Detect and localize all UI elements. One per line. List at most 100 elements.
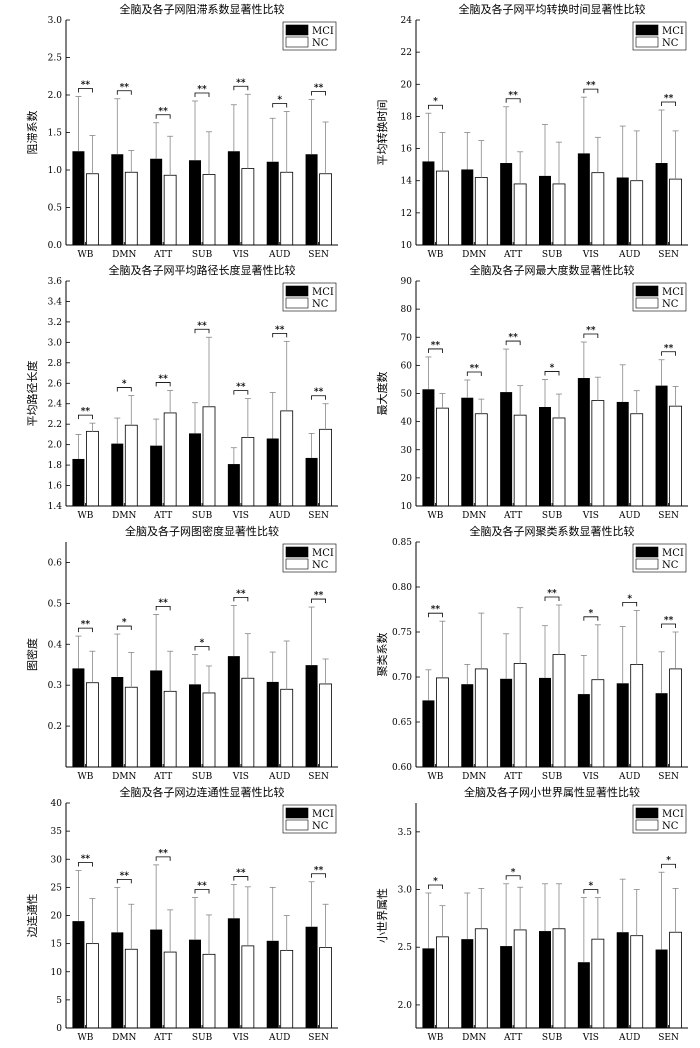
significance-marker: ** bbox=[197, 321, 207, 331]
bar-mci bbox=[150, 158, 163, 245]
x-tick-label: VIS bbox=[232, 1033, 249, 1043]
bar-nc bbox=[202, 406, 216, 507]
bar-mci bbox=[189, 684, 201, 767]
significance-bracket bbox=[583, 88, 599, 94]
significance-marker: * bbox=[277, 96, 282, 106]
y-tick-label: 3.0 bbox=[398, 886, 413, 896]
legend-label-mci: MCI bbox=[662, 287, 684, 298]
significance-bracket bbox=[311, 395, 326, 400]
x-tick-label: SEN bbox=[308, 511, 329, 521]
bar-nc bbox=[513, 663, 527, 768]
bar-mci bbox=[616, 401, 629, 506]
significance-marker: * bbox=[627, 594, 632, 604]
y-tick-label: 12 bbox=[401, 209, 412, 219]
y-tick-label: 1.5 bbox=[48, 129, 63, 139]
legend-label-mci: MCI bbox=[312, 26, 334, 37]
chart-title: 全脑及各子网边连通性显著性比较 bbox=[120, 785, 285, 799]
y-axis-label: 最大度数 bbox=[375, 372, 389, 416]
y-tick-label: 0.3 bbox=[48, 681, 63, 691]
significance-bracket bbox=[78, 414, 93, 420]
legend-label-nc: NC bbox=[662, 560, 679, 571]
y-tick-label: 0.70 bbox=[392, 673, 412, 683]
significance-marker: ** bbox=[236, 869, 246, 879]
legend-swatch-mci bbox=[635, 24, 659, 36]
chart-title: 全脑及各子网最大度数显著性比较 bbox=[470, 263, 635, 277]
significance-bracket bbox=[78, 88, 93, 93]
y-tick-label: 18 bbox=[401, 112, 413, 122]
bar-nc bbox=[202, 174, 216, 246]
significance-bracket bbox=[78, 627, 93, 633]
bar-mci bbox=[500, 163, 513, 245]
bar-mci bbox=[500, 946, 513, 1028]
y-tick-label: 0.4 bbox=[48, 640, 63, 650]
y-tick-label: 0.2 bbox=[48, 722, 62, 732]
legend-swatch-nc bbox=[285, 297, 309, 309]
significance-marker: ** bbox=[314, 84, 324, 94]
bar-nc bbox=[436, 677, 449, 768]
y-tick-label: 2.5 bbox=[398, 943, 413, 953]
y-tick-label: 20 bbox=[401, 474, 413, 484]
significance-marker: ** bbox=[120, 83, 130, 93]
y-tick-label: 80 bbox=[401, 305, 413, 315]
bar-nc bbox=[630, 663, 644, 768]
bar-nc bbox=[280, 410, 294, 507]
legend-swatch-nc bbox=[635, 297, 659, 309]
significance-marker: ** bbox=[508, 91, 518, 101]
y-tick-label: 15 bbox=[51, 940, 63, 950]
y-tick-label: 0.0 bbox=[48, 241, 63, 251]
x-tick-label: VIS bbox=[232, 250, 249, 260]
x-tick-label: WB bbox=[427, 1033, 443, 1043]
significance-marker: ** bbox=[197, 882, 207, 892]
significance-bracket bbox=[428, 104, 443, 110]
bar-mci bbox=[461, 939, 474, 1028]
y-tick-label: 10 bbox=[51, 968, 63, 978]
bar-mci bbox=[422, 700, 435, 767]
y-tick-label: 24 bbox=[401, 16, 413, 26]
x-tick-label: SUB bbox=[542, 1033, 563, 1043]
y-tick-label: 1.6 bbox=[48, 482, 63, 492]
y-tick-label: 2.6 bbox=[48, 379, 63, 389]
x-tick-label: VIS bbox=[232, 511, 249, 521]
bar-mci bbox=[616, 683, 629, 767]
y-tick-label: 3.0 bbox=[48, 338, 63, 348]
bar-mci bbox=[72, 458, 85, 506]
significance-marker: ** bbox=[275, 325, 285, 335]
x-tick-label: DMN bbox=[112, 1033, 136, 1043]
significance-marker: ** bbox=[547, 589, 557, 599]
y-tick-label: 0.85 bbox=[392, 538, 412, 548]
x-tick-label: DMN bbox=[112, 511, 136, 521]
x-tick-label: SEN bbox=[658, 511, 679, 521]
significance-bracket bbox=[311, 598, 326, 604]
significance-bracket bbox=[583, 889, 599, 894]
bar-nc bbox=[319, 428, 332, 507]
y-tick-label: 0.65 bbox=[392, 718, 412, 728]
y-tick-label: 14 bbox=[401, 177, 413, 187]
x-tick-label: SEN bbox=[308, 250, 329, 260]
x-tick-label: ATT bbox=[153, 250, 172, 260]
significance-marker: * bbox=[433, 877, 438, 887]
bar-nc bbox=[124, 171, 138, 246]
x-tick-label: DMN bbox=[462, 772, 486, 782]
significance-marker: ** bbox=[158, 849, 168, 859]
bar-nc bbox=[669, 668, 682, 768]
bar-nc bbox=[124, 424, 138, 507]
chart-panel-5: 全脑及各子网图密度显著性比较图密度0.20.30.40.50.6WB**DMN*… bbox=[25, 524, 338, 782]
legend-label-mci: MCI bbox=[662, 26, 684, 37]
significance-bracket bbox=[661, 623, 676, 628]
x-tick-label: ATT bbox=[503, 511, 522, 521]
legend-swatch-mci bbox=[285, 807, 309, 819]
bar-mci bbox=[616, 932, 629, 1028]
y-tick-label: 3.6 bbox=[48, 277, 63, 287]
bar-mci bbox=[577, 378, 590, 506]
x-tick-label: SEN bbox=[658, 250, 679, 260]
x-tick-label: SEN bbox=[308, 1033, 329, 1043]
significance-bracket bbox=[116, 625, 132, 631]
bar-mci bbox=[72, 151, 85, 245]
y-tick-label: 22 bbox=[401, 48, 412, 58]
bar-mci bbox=[539, 407, 551, 506]
